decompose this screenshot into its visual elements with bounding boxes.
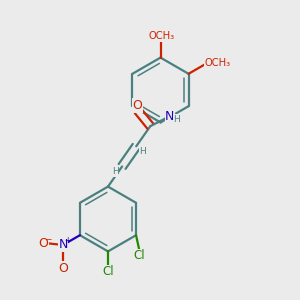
Text: H: H xyxy=(173,115,180,124)
Text: N: N xyxy=(165,110,175,123)
Text: Cl: Cl xyxy=(103,265,114,278)
Text: Cl: Cl xyxy=(134,249,146,262)
Text: OCH₃: OCH₃ xyxy=(149,31,175,41)
Text: O: O xyxy=(38,237,48,250)
Text: O: O xyxy=(58,262,68,275)
Text: H: H xyxy=(112,167,119,176)
Text: O: O xyxy=(133,99,142,112)
Text: +: + xyxy=(65,236,71,245)
Text: OCH₃: OCH₃ xyxy=(205,58,231,68)
Text: −: − xyxy=(45,235,51,244)
Text: H: H xyxy=(140,147,146,156)
Text: N: N xyxy=(58,238,68,251)
